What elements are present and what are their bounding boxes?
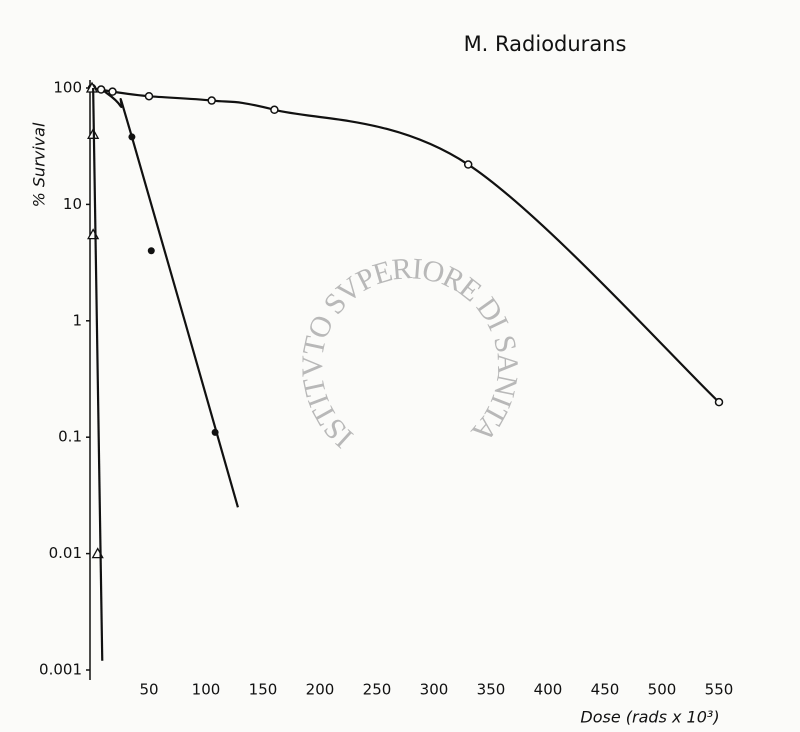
y-tick-label: 0.1 bbox=[58, 428, 82, 446]
x-tick-label: 50 bbox=[139, 681, 158, 699]
point bbox=[714, 397, 724, 407]
chart-title: M. Radiodurans bbox=[464, 32, 627, 56]
y-tick-label: 0.001 bbox=[39, 661, 82, 679]
y-axis-label: % Survival bbox=[30, 122, 49, 207]
y-tick-label: 100 bbox=[53, 79, 82, 97]
x-tick-label: 500 bbox=[648, 681, 677, 699]
x-tick-label: 300 bbox=[420, 681, 449, 699]
x-tick-label: 350 bbox=[477, 681, 506, 699]
x-tick-label: 250 bbox=[363, 681, 392, 699]
point bbox=[147, 247, 155, 255]
curve bbox=[92, 87, 104, 661]
y-tick-label: 1 bbox=[72, 311, 82, 329]
x-tick-label: 550 bbox=[705, 681, 734, 699]
x-tick-label: 450 bbox=[591, 681, 620, 699]
curve bbox=[102, 89, 239, 508]
point bbox=[108, 87, 117, 96]
watermark-text: ISTITVTO SVPERIORE DI SANITA bbox=[296, 252, 524, 455]
x-axis-label: Dose (rads x 10³) bbox=[580, 708, 719, 727]
x-tick-label: 150 bbox=[249, 681, 278, 699]
curve bbox=[91, 86, 720, 403]
point bbox=[144, 91, 154, 101]
x-tick-label: 100 bbox=[192, 681, 221, 699]
y-tick-label: 10 bbox=[63, 195, 82, 213]
point bbox=[207, 96, 216, 105]
point bbox=[270, 105, 279, 115]
y-tick-label: 0.01 bbox=[49, 544, 82, 562]
x-tick-label: 400 bbox=[534, 681, 563, 699]
watermark: ISTITVTO SVPERIORE DI SANITA bbox=[296, 252, 524, 455]
point bbox=[463, 160, 473, 169]
point bbox=[85, 81, 99, 93]
x-tick-label: 200 bbox=[306, 681, 335, 699]
